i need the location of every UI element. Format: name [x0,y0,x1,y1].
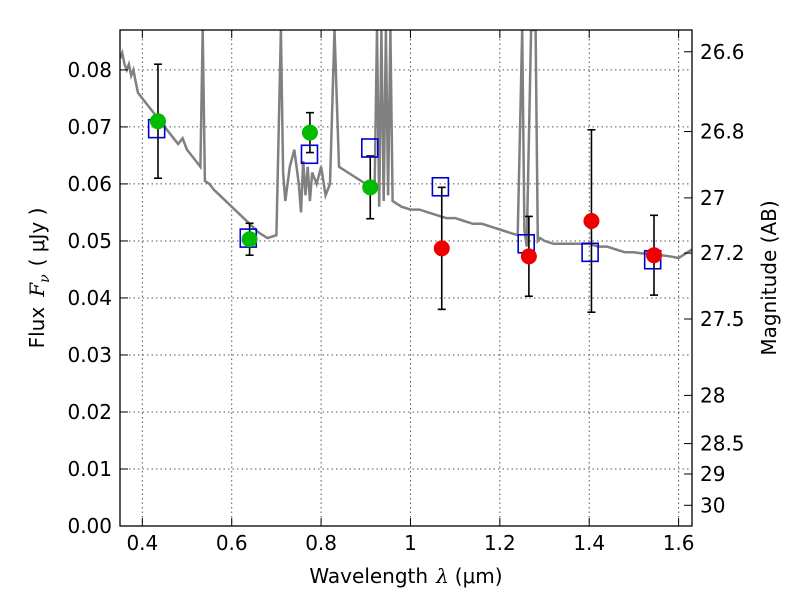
model-square [361,138,379,158]
y-tick-label: 0.07 [67,115,112,139]
undetected-point [433,240,450,257]
y-tick-label: 0.00 [67,514,112,538]
y2-tick-label: 28 [700,383,725,407]
detected-point [362,179,379,196]
y-tick-label: 0.02 [67,400,112,424]
detected-point [301,124,318,141]
y2-tick-label: 30 [700,493,725,517]
y-tick-label: 0.08 [67,58,112,82]
y2-axis-label: Magnitude (AB) [757,200,781,355]
undetected-point [583,212,600,229]
x-tick-label: 1 [404,531,417,555]
y-tick-label: 0.06 [67,172,112,196]
y-tick-label: 0.04 [67,286,112,310]
x-tick-label: 1.4 [573,531,605,555]
x-tick-label: 0.6 [216,531,248,555]
data-marks [147,63,663,314]
x-axis-label: Wavelength λ (μm) [309,564,502,588]
x-tick-label: 1.6 [663,531,695,555]
axis-ticks: 0.4 0.6 0.8 1 1.2 1.4 1.6 0.00 0.01 0.02 0.03 0.04 0… [67,30,745,555]
x-tick-label: 0.8 [305,531,337,555]
x-tick-label: 1.2 [484,531,516,555]
detected-point [241,231,258,248]
y-tick-label: 0.05 [67,229,112,253]
y2-tick-label: 26.6 [700,40,745,64]
y2-tick-label: 29 [700,462,725,486]
y2-tick-label: 28.5 [700,432,745,456]
x-tick-label: 0.4 [126,531,158,555]
model-square [431,176,450,197]
y2-tick-label: 27.5 [700,307,745,331]
y2-tick-label: 27.2 [700,241,745,265]
model-square [300,144,319,165]
spectrum-line [120,30,692,260]
plot-area [120,30,692,260]
y-tick-label: 0.03 [67,343,112,367]
undetected-point [646,247,663,264]
y-tick-label: 0.01 [67,457,112,481]
detected-point [149,113,166,130]
model-square [581,242,599,263]
y2-tick-label: 26.8 [700,120,745,144]
plot-frame [119,29,693,527]
y2-tick-label: 27 [700,186,725,210]
y-axis-label: FluxFν( μJy ) [25,208,53,349]
undetected-point [520,248,537,265]
